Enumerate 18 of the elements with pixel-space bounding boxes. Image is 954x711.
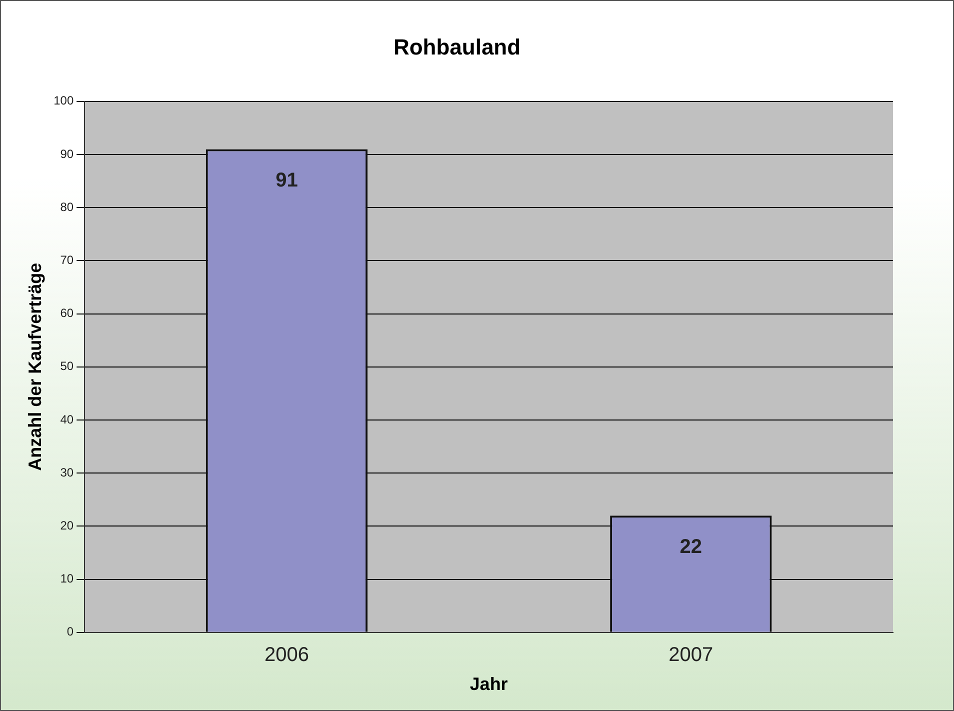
- y-tick-label: 40: [60, 412, 74, 426]
- data-label: 22: [680, 536, 702, 558]
- y-tick-label: 0: [66, 624, 74, 639]
- y-tick-label: 90: [60, 146, 74, 161]
- chart-title: Rohbauland: [393, 34, 521, 60]
- y-tick-label: 30: [60, 465, 74, 480]
- x-axis-title: Jahr: [470, 674, 508, 694]
- y-tick-label: 70: [60, 253, 74, 268]
- y-tick-label: 100: [54, 94, 74, 108]
- x-tick-label: 2007: [668, 644, 714, 666]
- y-tick-label: 50: [60, 359, 74, 374]
- y-tick-label: 80: [60, 200, 74, 214]
- data-label: 91: [276, 170, 298, 192]
- y-tick-label: 60: [60, 306, 74, 320]
- y-axis-title: Anzahl der Kaufverträge: [24, 262, 45, 471]
- x-tick-label: 2006: [264, 644, 309, 666]
- y-tick-label: 10: [60, 572, 74, 586]
- y-tick-label: 20: [60, 518, 74, 533]
